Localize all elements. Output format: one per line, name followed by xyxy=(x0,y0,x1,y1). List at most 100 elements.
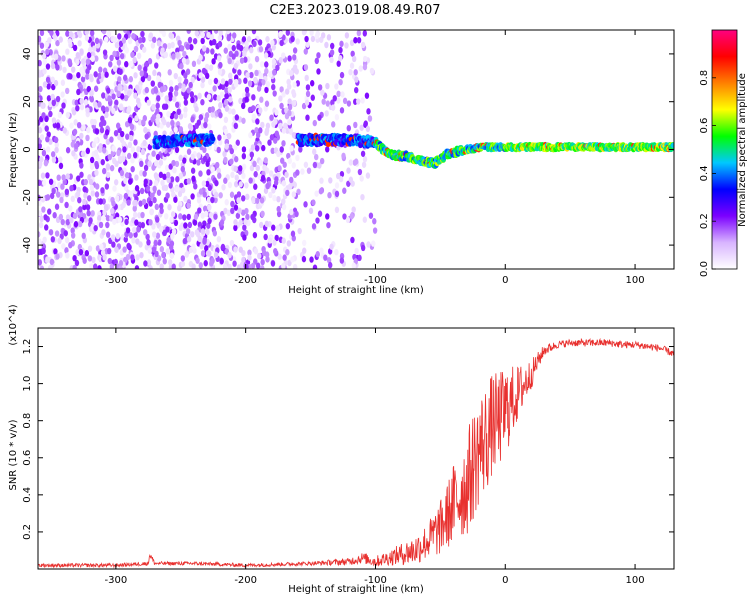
spectrogram-cell xyxy=(259,197,265,204)
spectrogram-cell xyxy=(279,146,284,153)
spectrogram-cell xyxy=(278,122,283,130)
spectrogram-cell xyxy=(112,157,117,165)
spectrogram-cell xyxy=(64,247,69,254)
spectrogram-cell xyxy=(219,219,225,226)
spectrogram-cell xyxy=(304,35,309,43)
spectrogram-cell xyxy=(150,116,155,123)
spectrogram-cell xyxy=(42,68,47,75)
x-tick-label: 0 xyxy=(502,275,508,286)
spectrogram-cell xyxy=(190,167,196,174)
spectrogram-cell xyxy=(301,255,307,263)
spectrogram-cell xyxy=(247,80,253,87)
y-tick-label: -20 xyxy=(22,189,33,205)
spectrogram-cell xyxy=(275,224,281,232)
spectrogram-cell xyxy=(50,62,56,70)
spectrogram-cell xyxy=(64,201,69,209)
x-tick-label: 100 xyxy=(626,275,645,286)
spectrogram-cell xyxy=(154,160,159,167)
spectrogram-cell xyxy=(128,190,134,198)
spectrogram-cell xyxy=(147,143,153,151)
spectrogram-cell xyxy=(198,188,204,195)
colorbar-tick-label: 0.4 xyxy=(699,165,710,181)
spectrogram-cell xyxy=(362,55,368,63)
spectrogram-cell xyxy=(352,159,358,166)
spectrogram-cell xyxy=(198,262,203,269)
spectrogram-cell xyxy=(94,55,99,62)
y-tick-label: 0.4 xyxy=(22,487,33,503)
spectrogram-cell xyxy=(291,191,297,198)
spectrogram-cell xyxy=(61,55,66,62)
spectrogram-cell xyxy=(276,210,282,218)
spectrogram-cell xyxy=(118,265,123,269)
spectrogram-cell xyxy=(187,36,193,44)
spectrogram-cell xyxy=(338,46,343,54)
spectrogram-cell xyxy=(317,210,323,217)
spectrogram-cell xyxy=(152,185,157,193)
spectrogram-cell xyxy=(64,236,70,244)
spectrogram-cell xyxy=(159,207,164,215)
spectrogram-cell xyxy=(350,180,355,187)
spectrogram-cell xyxy=(339,170,345,178)
spectrogram-cell xyxy=(372,218,377,225)
spectrogram-cell xyxy=(306,167,312,174)
spectrogram-cell xyxy=(58,36,63,43)
spectrogram-cell xyxy=(131,226,137,234)
spectrogram-cell xyxy=(122,74,128,81)
spectrogram-cell xyxy=(208,64,214,71)
spectrogram-cell xyxy=(229,191,235,198)
spectrogram-cell xyxy=(323,254,328,261)
spectrogram-cell xyxy=(133,72,138,79)
spectrogram-cell xyxy=(287,98,292,105)
spectrogram-cell xyxy=(106,247,112,255)
spectrogram-cell xyxy=(56,191,61,198)
spectrogram-cell xyxy=(297,227,302,235)
spectrogram-cell xyxy=(60,183,65,190)
spectrogram-cell xyxy=(292,47,298,54)
spectrogram-cell xyxy=(294,210,299,218)
spectrogram-cell xyxy=(241,152,247,160)
spectrogram-cell xyxy=(156,255,162,262)
spectrogram-cell xyxy=(55,95,61,103)
spectrogram-cell xyxy=(53,248,58,255)
spectrogram-cell xyxy=(104,106,109,113)
spectrogram-cell xyxy=(39,156,44,163)
spectrogram-cell xyxy=(354,86,359,94)
spectrogram-cell xyxy=(244,96,249,103)
spectrogram-cell xyxy=(123,192,129,200)
spectrogram-cell xyxy=(44,115,49,123)
spectrogram-cell xyxy=(240,209,246,216)
spectrogram-cell xyxy=(91,256,96,264)
spectrogram-cell xyxy=(198,114,204,121)
spectrogram-cell xyxy=(207,217,212,225)
spectrogram-cell xyxy=(291,131,297,139)
spectrogram-cell xyxy=(325,213,330,220)
spectrogram-cell xyxy=(365,125,371,133)
spectrogram-cell xyxy=(45,48,50,56)
spectrogram-cell xyxy=(39,265,45,269)
spectrogram-cell xyxy=(85,147,91,155)
spectrogram-cell xyxy=(193,213,199,221)
spectrogram-cell xyxy=(290,230,296,237)
spectrogram-cell xyxy=(126,242,131,250)
spectrogram-cell xyxy=(140,211,145,219)
spectrogram-cell xyxy=(315,30,321,37)
spectrogram-cell xyxy=(285,189,290,197)
spectrogram-cell xyxy=(287,55,292,62)
spectrogram-cell xyxy=(168,32,173,39)
spectrogram-cell xyxy=(99,126,105,134)
spectrogram-cell xyxy=(281,91,286,98)
spectrogram-cell xyxy=(241,172,246,179)
spectrogram-cell xyxy=(157,239,162,246)
spectrogram-cell xyxy=(360,41,366,49)
spectrogram-cell xyxy=(182,237,188,245)
spectrogram-cell xyxy=(173,196,178,203)
spectrogram-cell xyxy=(221,184,226,191)
spectrogram-cell xyxy=(344,32,350,39)
spectrogram-cell xyxy=(146,259,152,266)
y-tick-label: 0 xyxy=(22,146,33,152)
spectrogram-cell xyxy=(350,50,355,57)
spectrogram-cell xyxy=(38,194,41,202)
spectrogram-cell xyxy=(216,167,222,175)
spectrogram-cell xyxy=(270,39,275,47)
spectrogram-cell xyxy=(212,94,218,101)
